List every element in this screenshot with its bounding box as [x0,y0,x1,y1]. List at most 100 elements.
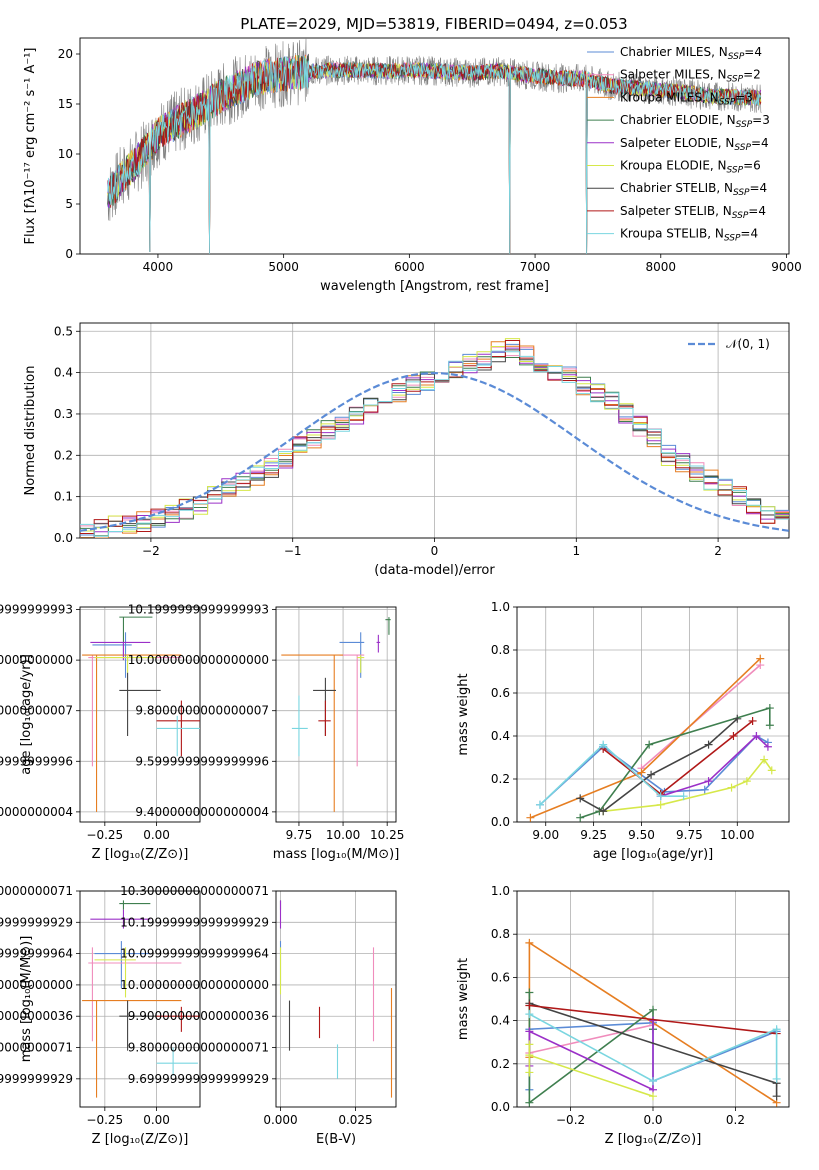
x-tick-label: 0.2 [726,1113,745,1127]
point-marker [525,1068,534,1077]
y-tick-label: 10.09999999999999964 [120,947,269,961]
point-marker [704,740,713,749]
error-bar-salpeter-miles [339,654,365,767]
point-marker [742,777,751,786]
point-marker [772,1025,781,1034]
y-tick-label: 9.80000000000000071 [128,1041,269,1055]
figure-title: PLATE=2029, MJD=53819, FIBERID=0494, z=0… [240,15,627,33]
legend-entry: Kroupa ELODIE, NSSP=6 [620,159,761,176]
point-marker [525,1098,534,1107]
x-tick-label: 9.50 [628,828,655,842]
x-tick-label: 1 [572,544,580,558]
x-tick-label: 4000 [143,260,174,274]
y-tick-label: 0.2 [491,772,510,786]
legend-text: Salpeter STELIB, N [620,204,732,218]
y-axis-label: mass weight [456,673,471,755]
error-bar-salpeter-elodie [376,634,381,653]
point-marker [765,721,774,730]
y-tick-label: 15 [58,97,73,111]
y-tick-label: 0.5 [54,324,73,338]
point-marker [679,792,688,801]
legend-subscript: SSP [733,188,750,198]
y-tick-label: 10.00000000000000000 [120,978,269,992]
error-bar-kroupa-miles [281,654,344,812]
legend-entry: Salpeter STELIB, NSSP=4 [620,204,766,221]
weight-series [526,654,776,822]
point-marker [525,1010,534,1019]
x-tick-label: 8000 [646,260,677,274]
y-axis-label: age [log₁₀(age/yr)] [19,654,34,775]
mass-vs-ebv-panel: 0.000 0.025 9.69999999999999929 9.800000000… [120,884,397,1147]
histogram-kroupa-stelib [80,350,789,537]
x-axis-label: Z [log₁₀(Z/Z⊙)] [92,1132,189,1147]
y-tick-label: 9.90000000000000036 [128,1009,269,1023]
x-tick-label: 0 [431,544,439,558]
axes-frame [79,37,790,255]
y-tick-label: 10.1999999999999993 [0,603,73,617]
series-salpeter-elodie [528,1020,654,1091]
series-kroupa-stelib [539,743,684,806]
histogram-chabrier-stelib [80,349,789,538]
legend-entry: Kroupa MILES, NSSP=3 [620,90,753,107]
x-axis-label: mass [log₁₀(M/M⊙)] [273,847,400,862]
x-tick-label: 9.00 [532,828,559,842]
error-bars [281,617,391,812]
legend-entry: Kroupa STELIB, NSSP=4 [620,227,758,244]
error-bar-chabrier-stelib [313,677,336,736]
point-marker [733,714,742,723]
point-marker [649,1092,657,1101]
legend-value: =4 [748,204,766,218]
legend-text: Salpeter MILES, N [620,68,727,82]
legend-text: Kroupa ELODIE, N [620,159,727,173]
point-marker [647,770,656,779]
error-bar-chabrier-stelib [119,1000,157,1051]
legend-value: =4 [740,227,758,241]
point-marker [645,740,654,749]
y-tick-label: 0.0 [491,1100,510,1114]
point-marker [525,988,534,997]
x-tick-label: 9000 [771,260,802,274]
normal-curve [80,371,789,532]
legend-entry: Salpeter MILES, NSSP=2 [620,68,761,85]
legend-value: =3 [752,113,770,127]
mass-weight-vs-age-panel: 9.00 9.25 9.50 9.75 10.00 0.0 0.2 0.4 0.6 0.8 1.0 a… [456,600,790,862]
point-marker [526,813,535,822]
x-tick-label: 5000 [268,260,299,274]
legend-entry: Chabrier ELODIE, NSSP=3 [620,113,770,130]
y-axis-label: Normed distribution [23,366,38,496]
point-marker [704,777,713,786]
error-bar-chabrier-elodie [385,617,391,635]
weight-series [525,938,781,1107]
y-tick-label: 0 [65,247,73,261]
y-axis-label: mass weight [456,958,471,1040]
y-tick-label: 1.0 [491,600,510,614]
error-bars [82,616,200,812]
x-tick-label: −2 [142,544,160,558]
axes-frame [516,890,790,1108]
point-marker [576,794,585,803]
point-marker [772,1092,781,1101]
y-tick-label: 0.3 [54,407,73,421]
x-axis-label: wavelength [Angstrom, rest frame] [320,279,549,294]
y-tick-label: 0.8 [491,643,510,657]
error-bars [82,900,200,1098]
legend-text: Salpeter ELODIE, N [620,136,734,150]
x-tick-label: 9.75 [286,828,313,842]
series-kroupa-elodie [603,758,773,813]
x-tick-label: 10.00 [326,828,360,842]
series-chabrier-stelib [579,718,738,813]
y-tick-label: 10 [58,147,73,161]
x-tick-label: −0.25 [86,1113,123,1127]
error-bar-kroupa-elodie [357,655,365,673]
axes-frame [275,606,397,823]
error-bar-kroupa-stelib [291,695,308,757]
x-axis-label: E(B-V) [316,1132,356,1147]
y-tick-label: 1.0 [491,884,510,898]
error-bar-kroupa-elodie [94,947,136,998]
point-marker [763,742,772,751]
x-tick-label: 0.025 [338,1113,372,1127]
point-marker [727,783,736,792]
y-tick-label: 9.5999999999999996 [0,754,73,768]
legend-subscript: SSP [727,166,744,176]
